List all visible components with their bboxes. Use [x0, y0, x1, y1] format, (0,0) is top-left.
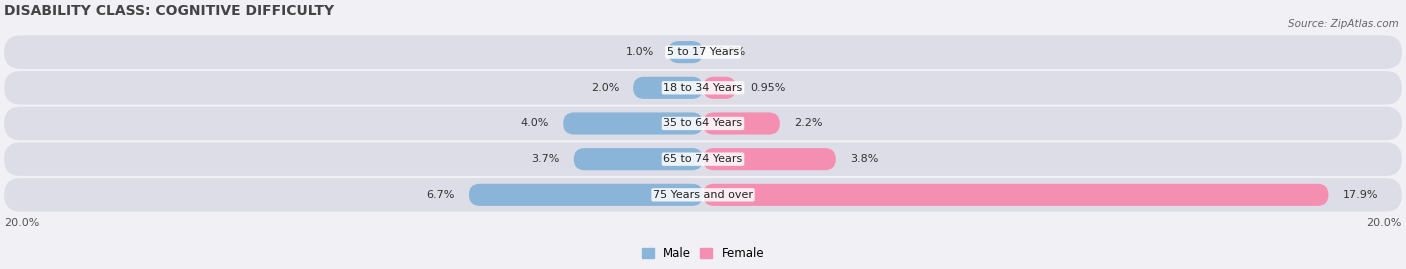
Text: 17.9%: 17.9% [1343, 190, 1378, 200]
Text: 2.0%: 2.0% [591, 83, 619, 93]
Text: 5 to 17 Years: 5 to 17 Years [666, 47, 740, 57]
Text: 75 Years and over: 75 Years and over [652, 190, 754, 200]
Text: 35 to 64 Years: 35 to 64 Years [664, 118, 742, 129]
Text: Source: ZipAtlas.com: Source: ZipAtlas.com [1288, 19, 1399, 29]
Text: 3.7%: 3.7% [531, 154, 560, 164]
FancyBboxPatch shape [703, 112, 780, 134]
FancyBboxPatch shape [4, 71, 1402, 105]
FancyBboxPatch shape [703, 184, 1329, 206]
Text: 20.0%: 20.0% [1367, 218, 1402, 228]
Text: 0.0%: 0.0% [717, 47, 745, 57]
Text: 18 to 34 Years: 18 to 34 Years [664, 83, 742, 93]
FancyBboxPatch shape [4, 142, 1402, 176]
FancyBboxPatch shape [668, 41, 703, 63]
Text: 1.0%: 1.0% [626, 47, 654, 57]
Text: 4.0%: 4.0% [520, 118, 550, 129]
FancyBboxPatch shape [4, 35, 1402, 69]
FancyBboxPatch shape [4, 107, 1402, 140]
FancyBboxPatch shape [564, 112, 703, 134]
Text: 65 to 74 Years: 65 to 74 Years [664, 154, 742, 164]
FancyBboxPatch shape [633, 77, 703, 99]
Legend: Male, Female: Male, Female [638, 244, 768, 264]
FancyBboxPatch shape [703, 148, 835, 170]
Text: 0.95%: 0.95% [751, 83, 786, 93]
FancyBboxPatch shape [574, 148, 703, 170]
Text: DISABILITY CLASS: COGNITIVE DIFFICULTY: DISABILITY CLASS: COGNITIVE DIFFICULTY [4, 4, 335, 18]
Text: 20.0%: 20.0% [4, 218, 39, 228]
Text: 3.8%: 3.8% [849, 154, 879, 164]
FancyBboxPatch shape [468, 184, 703, 206]
Text: 6.7%: 6.7% [426, 190, 456, 200]
FancyBboxPatch shape [703, 77, 737, 99]
FancyBboxPatch shape [4, 178, 1402, 212]
Text: 2.2%: 2.2% [794, 118, 823, 129]
